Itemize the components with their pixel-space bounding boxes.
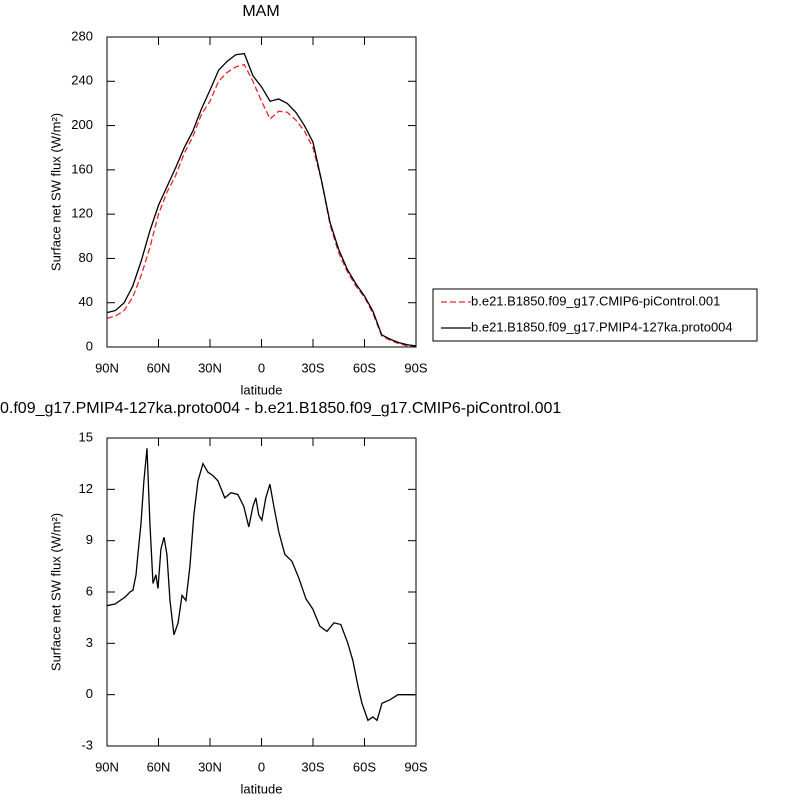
x-axis-label: latitude bbox=[241, 781, 283, 796]
y-tick-label: 280 bbox=[71, 28, 93, 43]
x-tick-label: 90N bbox=[95, 360, 119, 375]
y-tick-label: 15 bbox=[79, 429, 93, 444]
y-tick-label: 120 bbox=[71, 206, 93, 221]
chart-title: 0.f09_g17.PMIP4-127ka.proto004 - b.e21.B… bbox=[0, 400, 561, 417]
plot-frame bbox=[106, 437, 417, 747]
y-tick-label: 240 bbox=[71, 73, 93, 88]
y-tick-label: 9 bbox=[86, 532, 93, 547]
y-axis-label: Surface net SW flux (W/m²) bbox=[48, 113, 63, 271]
data-line bbox=[106, 52, 417, 347]
x-axis-label: latitude bbox=[241, 382, 283, 397]
data-line bbox=[106, 448, 416, 722]
x-tick-label: 60N bbox=[147, 759, 171, 774]
legend-box bbox=[432, 288, 758, 342]
y-tick-label: 3 bbox=[86, 635, 93, 650]
y-tick-label: 12 bbox=[79, 481, 93, 496]
y-tick-label: 80 bbox=[79, 250, 93, 265]
x-tick-label: 60S bbox=[353, 759, 376, 774]
y-tick-label: 160 bbox=[71, 161, 93, 176]
y-tick-label: 0 bbox=[86, 686, 93, 701]
legend-label: b.e21.B1850.f09_g17.PMIP4-127ka.proto004 bbox=[471, 319, 733, 334]
y-axis-label: Surface net SW flux (W/m²) bbox=[48, 513, 63, 671]
y-tick-label: 200 bbox=[71, 117, 93, 132]
x-tick-label: 60N bbox=[147, 360, 171, 375]
x-tick-label: 90S bbox=[404, 759, 427, 774]
x-tick-label: 60S bbox=[353, 360, 376, 375]
x-tick-label: 30N bbox=[198, 759, 222, 774]
x-tick-label: 0 bbox=[258, 360, 265, 375]
x-tick-label: 0 bbox=[258, 759, 265, 774]
legend-label: b.e21.B1850.f09_g17.CMIP6-piControl.001 bbox=[471, 293, 720, 308]
y-tick-label: 6 bbox=[86, 583, 93, 598]
y-tick-label: 40 bbox=[79, 294, 93, 309]
x-tick-label: 30N bbox=[198, 360, 222, 375]
y-tick-label: -3 bbox=[81, 737, 93, 752]
plot-frame bbox=[106, 36, 417, 348]
x-tick-label: 90S bbox=[404, 360, 427, 375]
x-tick-label: 90N bbox=[95, 759, 119, 774]
y-tick-label: 0 bbox=[86, 338, 93, 353]
chart-title: MAM bbox=[242, 3, 279, 20]
x-tick-label: 30S bbox=[301, 360, 324, 375]
data-line bbox=[106, 63, 417, 348]
x-tick-label: 30S bbox=[301, 759, 324, 774]
